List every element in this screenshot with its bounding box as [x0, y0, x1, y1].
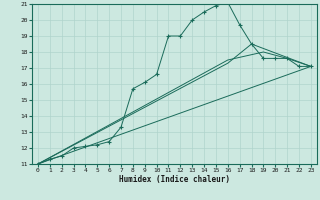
X-axis label: Humidex (Indice chaleur): Humidex (Indice chaleur) — [119, 175, 230, 184]
